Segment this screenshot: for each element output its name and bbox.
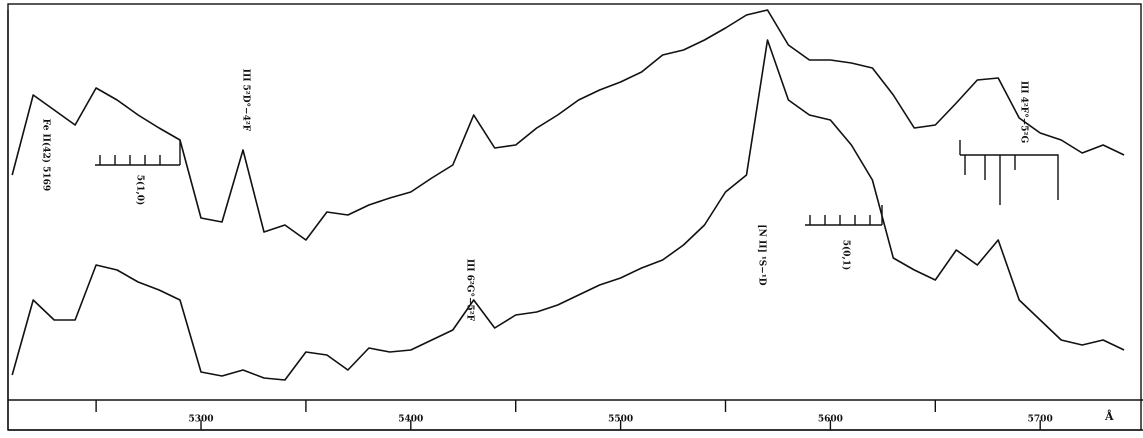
spectrum-line [11,39,1125,381]
x-tick-label: 5400 [398,415,423,425]
line-annotation: III 4²F°−5²G [1019,81,1029,143]
x-tick-label: 5600 [818,415,843,425]
x-tick-label: 5300 [188,415,213,425]
x-tick-label: 5500 [608,415,633,425]
line-annotation: III 6²G°−5²F [465,259,475,322]
band-bracket [95,140,181,166]
background [7,3,1142,431]
line-annotation: Fe II(42) 5169 [41,119,52,191]
x-axis-label: Å [1104,409,1114,423]
line-annotation: III 5²D°−4²F [241,69,251,132]
x-tick-label: 5700 [1028,415,1053,425]
line-annotation: 5(0,1) [841,240,852,270]
line-annotation: 5(1,0) [135,175,146,205]
multiplet-bracket [959,140,1059,205]
band-bracket [805,205,883,226]
line-annotation: [N II] ¹S−¹D [757,224,767,285]
spectrum-line [11,9,1125,241]
